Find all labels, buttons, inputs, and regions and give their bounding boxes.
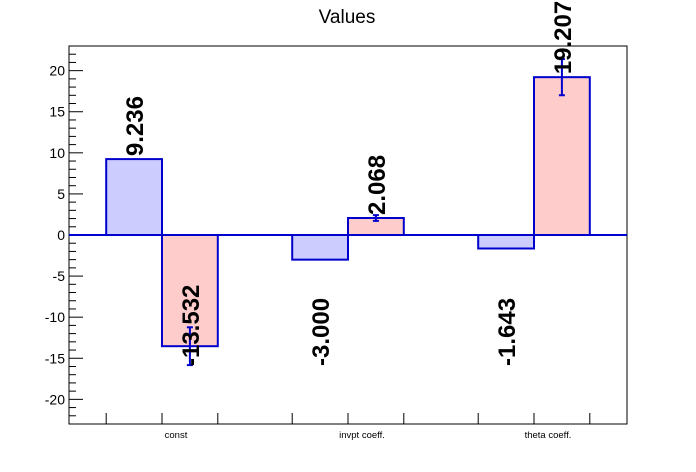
y-tick-label: 15 bbox=[49, 104, 65, 120]
x-category-label: theta coeff. bbox=[525, 430, 572, 441]
bar bbox=[291, 234, 350, 261]
x-category-label: const bbox=[165, 430, 188, 441]
value-label: 19.207 bbox=[550, 1, 577, 74]
x-category-label: invpt coeff. bbox=[339, 430, 385, 441]
value-label: -1.643 bbox=[494, 298, 521, 366]
value-label: 9.236 bbox=[122, 96, 149, 156]
bar bbox=[533, 76, 591, 236]
y-tick-label: -5 bbox=[53, 268, 66, 284]
value-label: -13.532 bbox=[178, 285, 205, 366]
bar bbox=[477, 234, 536, 250]
value-label: 2.068 bbox=[364, 155, 391, 215]
value-label: -3.000 bbox=[308, 298, 335, 366]
y-tick-label: 20 bbox=[49, 63, 65, 79]
y-tick-label: -15 bbox=[45, 350, 65, 366]
chart-title: Values bbox=[319, 7, 376, 28]
y-tick-label: 0 bbox=[57, 227, 65, 243]
bars-group bbox=[105, 58, 591, 367]
value-labels-group: 9.236 -3.000 -1.643 -13.532 2.068 19.207 bbox=[122, 1, 577, 366]
y-tick-label: 10 bbox=[49, 145, 65, 161]
y-tick-label: -10 bbox=[45, 309, 65, 325]
y-tick-label: 5 bbox=[57, 186, 65, 202]
bar bbox=[105, 158, 163, 236]
y-tick-label: -20 bbox=[45, 391, 65, 407]
